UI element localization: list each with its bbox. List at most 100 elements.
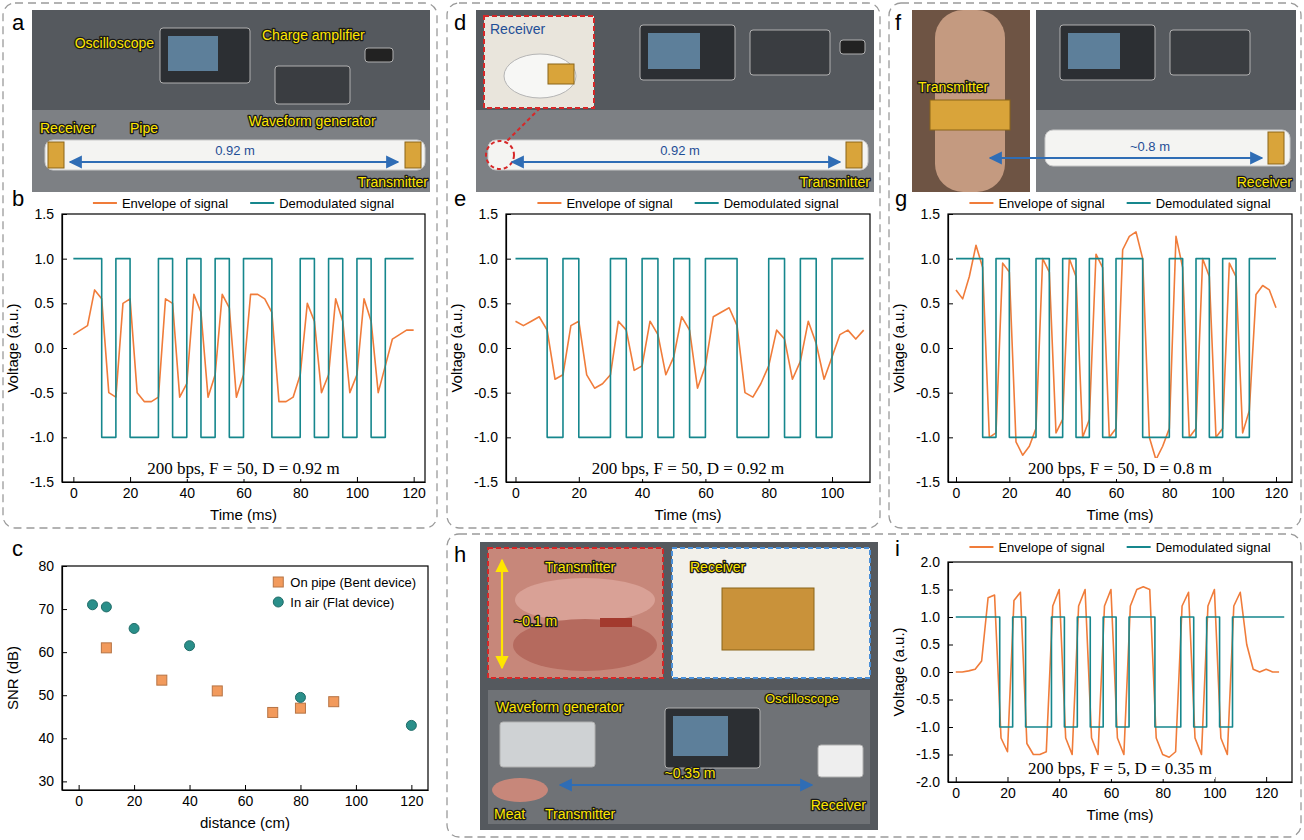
group-frame — [889, 3, 1301, 528]
photo-panel-d: Receiver0.92 mTransmitter — [476, 10, 874, 192]
y-tick: 2.0 — [921, 554, 953, 570]
photo-background — [912, 10, 1030, 192]
instrument — [365, 48, 393, 62]
instrument — [160, 28, 250, 83]
legend-label: Demodulated signal — [1156, 540, 1271, 555]
y-tick-label: 1.0 — [35, 251, 55, 267]
inset — [672, 548, 870, 678]
x-tick: 120 — [402, 477, 426, 501]
annotation: 200 bps, F = 5, D = 0.35 m — [1028, 759, 1212, 778]
distance-arrow — [501, 560, 503, 668]
y-tick: 80 — [38, 558, 67, 574]
legend: Envelope of signalDemodulated signal — [537, 196, 838, 211]
x-tick-mark — [1007, 777, 1008, 782]
pipe — [488, 140, 868, 170]
x-tick-label: 80 — [293, 793, 309, 809]
x-tick-label: 60 — [238, 793, 254, 809]
x-tick: 60 — [698, 477, 714, 501]
legend-swatch — [537, 202, 561, 204]
panel-letter: g — [895, 186, 907, 211]
x-tick-label: 120 — [1255, 785, 1279, 801]
photo-background — [480, 542, 878, 830]
x-tick-mark — [956, 477, 957, 482]
x-tick-mark — [1223, 477, 1224, 482]
x-tick: 120 — [1255, 777, 1279, 801]
y-tick-mark — [62, 348, 67, 349]
y-tick-label: 80 — [38, 558, 54, 574]
x-tick-label: 40 — [1052, 785, 1068, 801]
flexible-device — [722, 588, 814, 650]
series-line — [515, 259, 863, 438]
photo-label: Receiver — [811, 797, 867, 813]
photo-label: Transmitter — [545, 559, 616, 575]
marker-circle — [295, 692, 305, 702]
flexible-device — [405, 142, 421, 168]
y-tick: -1.0 — [916, 719, 953, 735]
x-tick: 120 — [400, 785, 424, 809]
x-tick: 60 — [1109, 477, 1125, 501]
x-tick-label: 40 — [635, 485, 651, 501]
y-tick: -0.5 — [30, 385, 67, 401]
y-axis-title: Voltage (a.u.) — [4, 303, 21, 392]
photo-label: Receiver — [40, 120, 96, 136]
legend-item: Envelope of signal — [969, 540, 1104, 555]
x-tick-mark — [956, 777, 957, 782]
x-tick-mark — [414, 477, 415, 482]
legend: Envelope of signalDemodulated signal — [969, 196, 1270, 211]
y-tick-label: 0.5 — [35, 295, 55, 311]
photo-label: Waveform generator — [248, 113, 375, 129]
x-tick-mark — [356, 785, 357, 790]
y-axis: -2.0-1.5-1.0-0.50.00.51.01.52.0 — [916, 554, 953, 790]
instrument — [500, 722, 595, 767]
annotation-group: 200 bps, F = 5, D = 0.35 m — [1025, 758, 1215, 779]
y-tick-label: 1.0 — [921, 609, 941, 625]
annotation-group: 200 bps, F = 50, D = 0.92 m — [144, 458, 343, 479]
x-axis-title: Time (ms) — [1087, 506, 1154, 523]
legend: Envelope of signalDemodulated signal — [93, 196, 394, 211]
y-tick-mark — [948, 562, 953, 563]
x-tick-mark — [357, 477, 358, 482]
x-tick-label: 20 — [1000, 785, 1016, 801]
x-tick-label: 80 — [761, 485, 777, 501]
legend-swatch — [250, 202, 274, 204]
x-tick: 100 — [821, 477, 845, 501]
y-tick-label: -0.5 — [916, 385, 940, 401]
y-tick: -1.0 — [30, 429, 67, 445]
distance-arrow — [990, 157, 1262, 159]
y-tick: -1.5 — [916, 746, 953, 762]
x-tick-label: 100 — [821, 485, 845, 501]
y-tick-label: 40 — [38, 730, 54, 746]
y-tick-mark — [62, 566, 67, 567]
panel-letter: a — [12, 10, 25, 35]
y-tick-label: -1.0 — [474, 429, 498, 445]
plot-marks — [956, 587, 1284, 758]
photo-label: Oscilloscope — [765, 691, 839, 706]
y-tick-label: -1.0 — [30, 429, 54, 445]
y-tick-mark — [948, 393, 953, 394]
marker-circle — [101, 602, 111, 612]
legend-swatch — [273, 577, 283, 587]
inset — [484, 16, 594, 108]
x-tick: 20 — [572, 477, 588, 501]
x-tick: 80 — [293, 477, 309, 501]
y-tick-label: -1.5 — [916, 746, 940, 762]
legend-item: Demodulated signal — [695, 196, 839, 211]
y-tick-label: -0.5 — [916, 691, 940, 707]
y-tick-label: -2.0 — [916, 774, 940, 790]
y-tick-label: 0.0 — [921, 664, 941, 680]
y-tick-label: 1.5 — [35, 206, 55, 222]
marker-circle — [185, 641, 195, 651]
instrument — [840, 40, 865, 54]
pipe-end — [504, 54, 576, 98]
chart-i: 020406080100120-2.0-1.5-1.0-0.50.00.51.0… — [890, 540, 1293, 823]
y-axis: -1.5-1.0-0.50.00.51.01.5 — [474, 206, 511, 490]
panel-letter: h — [454, 542, 466, 567]
x-tick-mark — [832, 477, 833, 482]
legend-item: On pipe (Bent device) — [273, 575, 416, 590]
y-tick-label: -1.0 — [916, 719, 940, 735]
x-tick-label: 0 — [512, 485, 520, 501]
plot-marks — [515, 259, 863, 438]
photo-label: Meat — [494, 806, 525, 822]
chart-g: 020406080100120-1.5-1.0-0.50.00.51.01.5T… — [890, 196, 1293, 523]
x-tick-label: 40 — [182, 793, 198, 809]
